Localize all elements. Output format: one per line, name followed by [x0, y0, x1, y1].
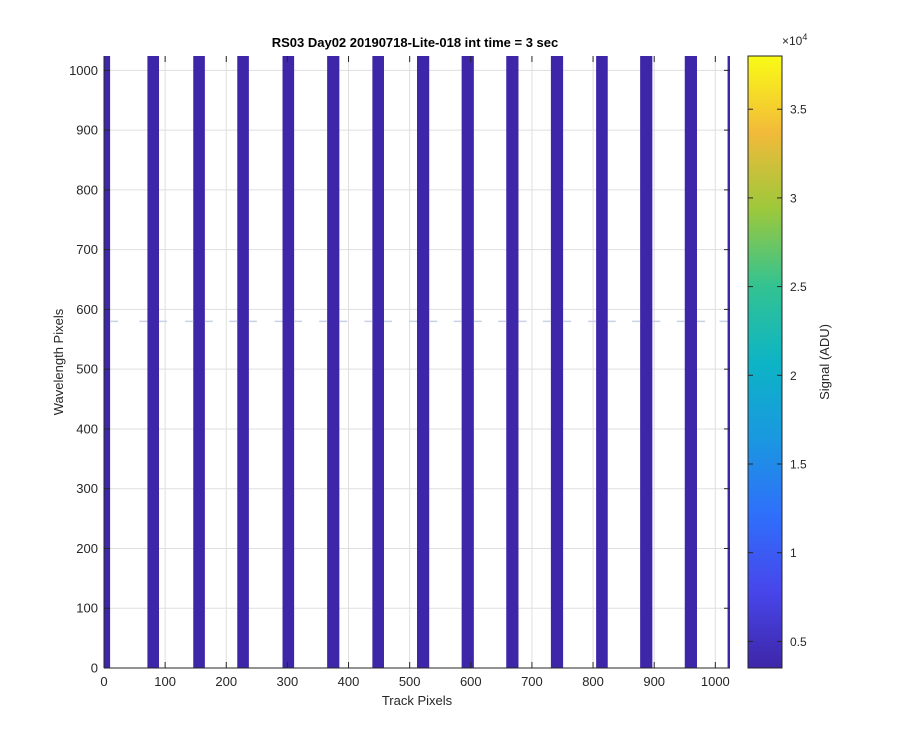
colorbar-exponent-power: 4	[802, 32, 807, 42]
chart-title: RS03 Day02 20190718-Lite-018 int time = …	[272, 35, 559, 50]
heatmap-band	[596, 56, 608, 668]
heatmap-band	[282, 56, 295, 668]
x-tick-label: 0	[100, 674, 107, 689]
colorbar-tick-label: 3	[790, 191, 797, 205]
colorbar-tick-label: 3.5	[790, 103, 807, 117]
x-tick-label: 200	[215, 674, 237, 689]
x-axis-label: Track Pixels	[382, 693, 453, 708]
heatmap-band	[193, 56, 205, 668]
x-tick-label: 1000	[701, 674, 730, 689]
colorbar-tick-label: 1	[790, 546, 797, 560]
x-tick-label: 300	[277, 674, 299, 689]
y-tick-label: 600	[76, 302, 98, 317]
y-axis-label: Wavelength Pixels	[51, 308, 66, 415]
colorbar-ticks: 0.5 1 1.5 2 2.5 3 3.5	[748, 103, 807, 649]
heatmap-band	[727, 56, 730, 668]
colorbar-tick-label: 2.5	[790, 280, 807, 294]
colorbar-exponent-base: ×10	[782, 34, 803, 48]
colorbar-gradient	[747, 55, 783, 669]
heatmap-band	[417, 56, 430, 668]
x-tick-label: 100	[154, 674, 176, 689]
x-tick-label: 800	[582, 674, 604, 689]
heatmap-bands	[104, 56, 730, 668]
colorbar-tick-label: 1.5	[790, 458, 807, 472]
x-axis-ticks: 0 100 200 300 400 500 600 700 800 900 1000	[100, 56, 730, 689]
colorbar-label: Signal (ADU)	[817, 324, 832, 400]
y-tick-label: 1000	[69, 63, 98, 78]
heatmap-band	[640, 56, 653, 668]
colorbar-exponent: ×104	[782, 32, 807, 48]
x-tick-label: 900	[643, 674, 665, 689]
colorbar-tick-label: 0.5	[790, 635, 807, 649]
y-tick-label: 400	[76, 421, 98, 436]
plot-area: 0 100 200 300 400 500 600 700 800 900 1000 0 100 200…	[69, 56, 730, 689]
heatmap-band	[550, 56, 564, 668]
y-tick-label: 300	[76, 481, 98, 496]
y-tick-label: 500	[76, 362, 98, 377]
y-tick-label: 700	[76, 242, 98, 257]
heatmap-band	[104, 56, 111, 668]
y-tick-label: 800	[76, 182, 98, 197]
y-axis-ticks: 0 100 200 300 400 500 600 700 800 900 1000	[69, 63, 730, 676]
x-tick-label: 500	[399, 674, 421, 689]
heatmap-band	[684, 56, 697, 668]
x-tick-label: 700	[521, 674, 543, 689]
y-tick-label: 900	[76, 123, 98, 138]
colorbar-tick-label: 2	[790, 369, 797, 383]
x-tick-label: 400	[338, 674, 360, 689]
heatmap-band	[506, 56, 519, 668]
x-tick-label: 600	[460, 674, 482, 689]
y-tick-label: 100	[76, 601, 98, 616]
y-tick-label: 0	[91, 661, 98, 676]
heatmap-band	[461, 56, 474, 668]
heatmap-band	[327, 56, 340, 668]
y-tick-label: 200	[76, 541, 98, 556]
colorbar: 0.5 1 1.5 2 2.5 3 3.5 ×104 Signal (ADU)	[747, 32, 832, 669]
heatmap-band	[147, 56, 160, 668]
heatmap-band	[237, 56, 249, 668]
heatmap-band	[372, 56, 384, 668]
